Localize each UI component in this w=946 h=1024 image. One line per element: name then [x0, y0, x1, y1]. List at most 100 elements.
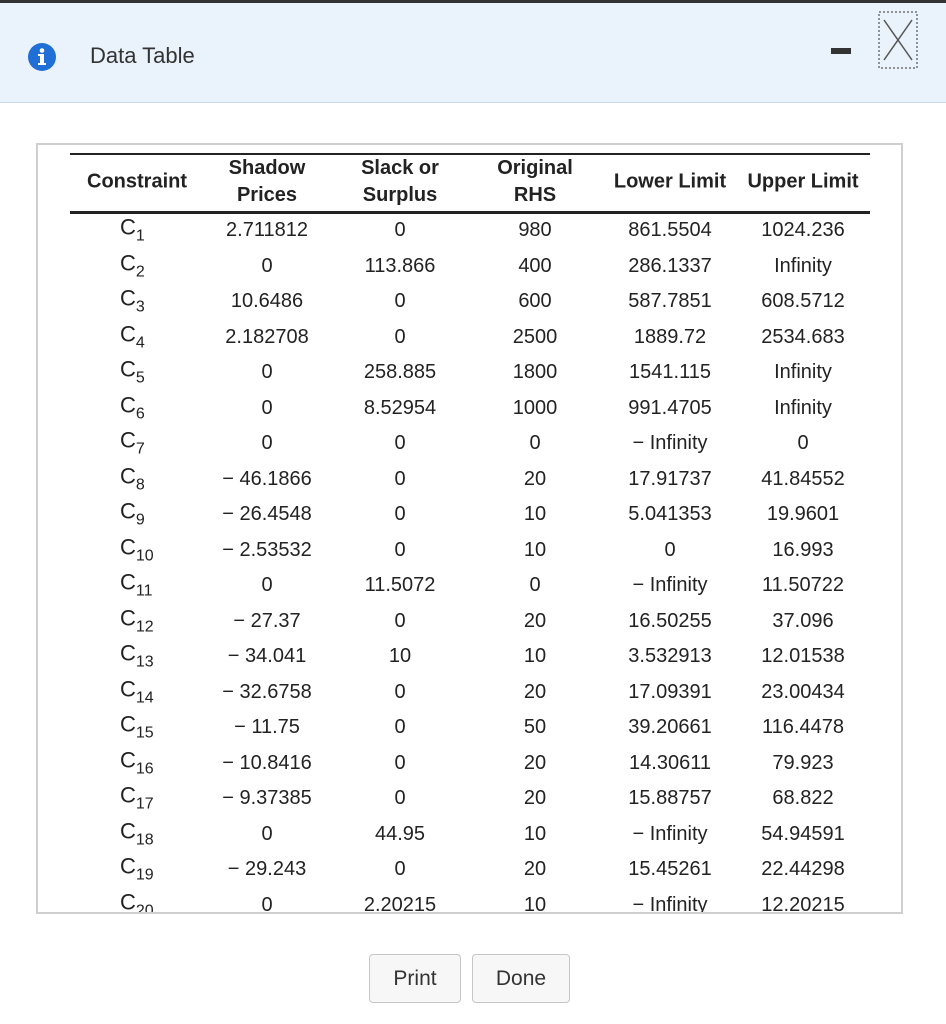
table-cell: Infinity — [774, 396, 832, 419]
table-cell: 68.822 — [772, 787, 834, 809]
constraint-subscript: 16 — [135, 760, 154, 777]
table-cell: − 2.53532 — [222, 538, 312, 561]
table-cell: − 9.37385 — [222, 787, 312, 809]
table-cell: 0 — [394, 609, 406, 632]
dialog-title: Data Table — [90, 43, 195, 68]
table-cell: 37.096 — [772, 609, 834, 632]
close-button[interactable] — [878, 11, 918, 69]
constraint-label: C19 — [120, 854, 154, 888]
constraint-base: C — [120, 569, 136, 595]
table-cell: 10 — [523, 503, 547, 525]
table-cell: 8.52954 — [363, 396, 437, 419]
table-cell: 0 — [394, 858, 406, 880]
table-cell: − 11.75 — [234, 716, 300, 738]
table-cell: 0 — [394, 467, 406, 490]
table-cell: 20 — [523, 467, 547, 490]
constraint-base: C — [120, 676, 136, 701]
table-cell: 11.5072 — [364, 574, 436, 596]
constraint-base: C — [120, 782, 136, 808]
constraint-label: C17 — [120, 782, 154, 817]
table-cell: 79.923 — [772, 751, 834, 774]
info-icon — [28, 43, 56, 71]
constraint-base: C — [120, 640, 136, 666]
table-cell: 2534.683 — [761, 325, 845, 348]
constraint-base: C — [120, 356, 136, 382]
constraint-base: C — [120, 250, 136, 275]
table-top-rule — [70, 153, 870, 155]
table-cell: 1889.72 — [633, 325, 707, 348]
constraint-subscript: 4 — [135, 334, 145, 351]
table-cell: 5.041353 — [628, 503, 712, 525]
table-cell: Infinity — [774, 254, 832, 277]
table-cell: 0 — [261, 574, 273, 596]
constraint-subscript: 8 — [135, 476, 145, 493]
table-cell: 20 — [523, 680, 547, 703]
table-cell: 39.20661 — [628, 716, 712, 738]
table-cell: 0 — [394, 219, 406, 241]
table-cell: 20 — [523, 751, 547, 774]
table-cell: 20 — [523, 858, 547, 880]
print-button[interactable]: Print — [369, 954, 461, 1003]
table-cell: 17.09391 — [628, 680, 712, 703]
constraint-subscript: 13 — [135, 653, 154, 671]
column-header: Shadow Prices — [228, 157, 306, 206]
table-cell: 0 — [261, 893, 273, 914]
table-cell: 41.84552 — [761, 467, 845, 490]
table-cell: 0 — [261, 432, 273, 454]
table-cell: 0 — [529, 574, 541, 596]
constraint-subscript: 14 — [135, 689, 154, 706]
constraint-label: C2 — [120, 251, 145, 284]
table-cell: 2500 — [512, 325, 558, 348]
constraint-label: C13 — [120, 640, 154, 675]
constraint-label: C16 — [120, 748, 154, 781]
column-header: Upper Limit — [747, 170, 859, 193]
table-cell: 2.711812 — [226, 219, 308, 241]
table-cell: 0 — [261, 396, 273, 419]
constraint-base: C — [120, 427, 136, 453]
table-cell: 10.6486 — [230, 290, 304, 312]
table-cell: − Infinity — [632, 432, 708, 454]
table-cell: 0 — [797, 432, 809, 454]
constraint-label: C5 — [120, 356, 145, 391]
table-cell: − Infinity — [632, 822, 708, 845]
table-cell: 0 — [261, 361, 273, 383]
dialog-header: Data Table — [0, 0, 946, 103]
table-cell: 0 — [394, 787, 406, 809]
constraint-label: C20 — [120, 890, 154, 913]
table-cell: − 26.4548 — [222, 503, 312, 525]
table-cell: 23.00434 — [761, 680, 845, 703]
done-button[interactable]: Done — [472, 954, 570, 1003]
constraint-label: C15 — [120, 712, 154, 746]
constraint-label: C11 — [120, 569, 153, 604]
table-cell: 861.5504 — [628, 219, 712, 241]
constraint-label: C3 — [120, 286, 145, 320]
constraint-base: C — [120, 605, 136, 630]
table-cell: 11.50722 — [762, 574, 844, 596]
constraint-base: C — [120, 498, 136, 524]
table-cell: 1024.236 — [761, 219, 845, 241]
constraint-subscript: 11 — [135, 582, 153, 600]
table-cell: 0 — [394, 751, 406, 774]
table-cell: − 27.37 — [233, 609, 301, 632]
header-rule — [70, 211, 870, 214]
constraint-base: C — [120, 392, 136, 417]
table-cell: 0 — [394, 325, 406, 348]
table-cell: 1541.115 — [629, 361, 711, 383]
table-panel: Constraint Shadow Prices Slack or Surplus O… — [36, 143, 903, 914]
table-cell: 0 — [261, 822, 273, 845]
minimize-button[interactable] — [830, 45, 852, 57]
table-cell: 54.94591 — [761, 822, 845, 845]
table-cell: 286.1337 — [628, 254, 712, 277]
table-cell: − 46.1866 — [222, 467, 312, 490]
table-cell: 0 — [394, 290, 406, 312]
table-cell: 20 — [523, 609, 547, 632]
table-cell: 0 — [261, 254, 273, 277]
table-cell: 0 — [664, 538, 676, 561]
table-cell: 608.5712 — [761, 290, 845, 312]
table-cell: 0 — [394, 680, 406, 703]
table-cell: − 32.6758 — [222, 680, 312, 703]
table-cell: − 10.8416 — [222, 751, 312, 774]
constraint-label: C7 — [120, 427, 145, 462]
constraint-subscript: 12 — [135, 618, 154, 635]
table-cell: 12.01538 — [761, 645, 845, 667]
